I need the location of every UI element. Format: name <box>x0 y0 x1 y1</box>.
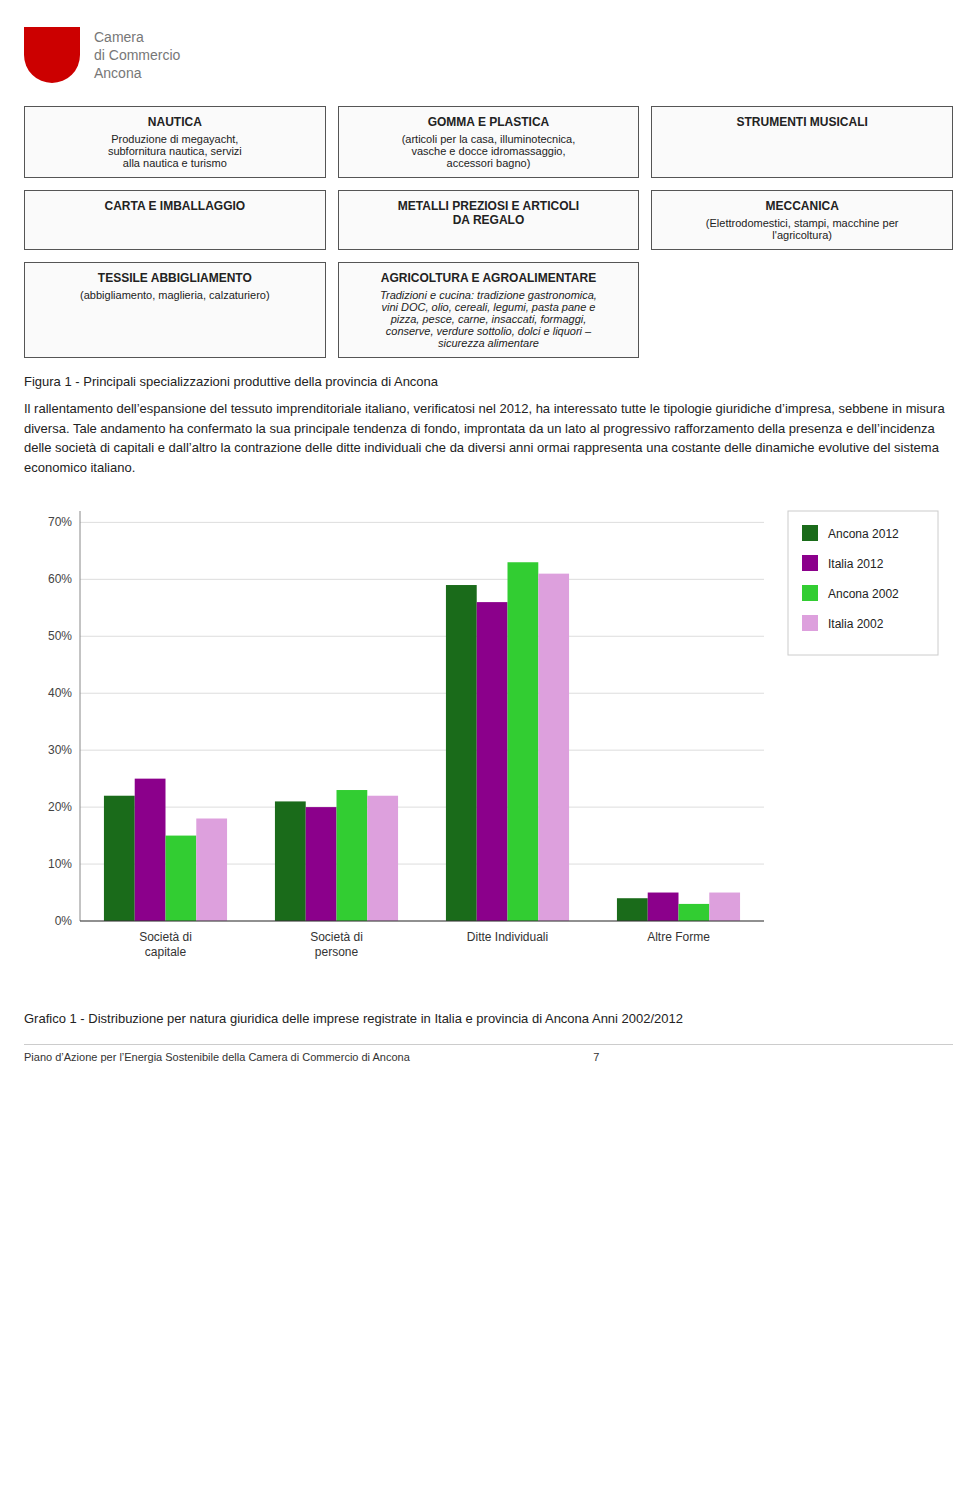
x-tick-label: Altre Forme <box>647 930 710 944</box>
header: Camera di Commercio Ancona <box>24 18 953 92</box>
sector-description: Tradizioni e cucina: tradizione gastrono… <box>349 289 629 349</box>
x-tick-label-line: persone <box>315 945 359 959</box>
bar <box>367 796 398 921</box>
bar <box>709 893 740 921</box>
x-tick-label: Ditte Individuali <box>467 930 548 944</box>
x-tick-label-line: Società di <box>310 930 363 944</box>
sector-description: (Elettrodomestici, stampi, macchine per … <box>662 217 942 241</box>
sector-title: METALLI PREZIOSI E ARTICOLI DA REGALO <box>349 199 629 227</box>
legend-label: Italia 2012 <box>828 557 884 571</box>
sector-box: STRUMENTI MUSICALI <box>651 106 953 178</box>
y-tick-label: 40% <box>48 686 72 700</box>
bar <box>135 779 166 921</box>
y-tick-label: 50% <box>48 629 72 643</box>
bar <box>648 893 679 921</box>
legend-swatch <box>802 615 818 631</box>
bar <box>679 904 710 921</box>
sector-box: TESSILE ABBIGLIAMENTO (abbigliamento, mag… <box>24 262 326 358</box>
bar <box>306 807 337 921</box>
sector-description: (articoli per la casa, illuminotecnica, … <box>349 133 629 169</box>
figure-caption: Figura 1 - Principali specializzazioni p… <box>24 374 953 389</box>
header-text: Camera di Commercio Ancona <box>94 28 180 83</box>
bar <box>446 585 477 921</box>
y-tick-label: 10% <box>48 857 72 871</box>
chart-svg: 0%10%20%30%40%50%60%70%Società dicapital… <box>24 491 953 991</box>
legend: Ancona 2012 Italia 2012 Ancona 2002 Italia … <box>788 511 938 655</box>
bar <box>275 801 306 921</box>
x-tick-label-line: capitale <box>145 945 187 959</box>
sector-title: GOMMA E PLASTICA <box>349 115 629 129</box>
grid-line <box>80 636 764 637</box>
bars <box>104 562 740 921</box>
legend-frame <box>788 511 938 655</box>
sector-boxes: NAUTICA Produzione di megayacht, subforni… <box>24 106 953 358</box>
bar <box>104 796 135 921</box>
legend-label: Ancona 2012 <box>828 527 899 541</box>
grid-line <box>80 522 764 523</box>
chart: 0%10%20%30%40%50%60%70%Società dicapital… <box>24 491 953 995</box>
legend-swatch <box>802 585 818 601</box>
sector-box: CARTA E IMBALLAGGIO <box>24 190 326 250</box>
y-tick-label: 30% <box>48 743 72 757</box>
logo <box>24 27 80 83</box>
y-tick-label: 20% <box>48 800 72 814</box>
grid-line <box>80 807 764 808</box>
bar <box>337 790 368 921</box>
grid-line <box>80 750 764 751</box>
y-tick-label: 70% <box>48 515 72 529</box>
bar <box>538 574 569 921</box>
bar <box>508 562 539 921</box>
bar <box>617 898 648 921</box>
sector-description: (abbigliamento, maglieria, calzaturiero) <box>35 289 315 301</box>
sector-title: STRUMENTI MUSICALI <box>662 115 942 129</box>
sector-box: AGRICOLTURA E AGROALIMENTARE Tradizioni e… <box>338 262 640 358</box>
y-tick-label: 60% <box>48 572 72 586</box>
grid-line <box>80 579 764 580</box>
x-tick-label: Società dipersone <box>310 930 363 959</box>
footer: Piano d’Azione per l’Energia Sostenibile… <box>24 1044 953 1063</box>
legend-label: Italia 2002 <box>828 617 884 631</box>
sector-box: GOMMA E PLASTICA (articoli per la casa, i… <box>338 106 640 178</box>
legend-swatch <box>802 525 818 541</box>
y-tick-label: 0% <box>55 914 73 928</box>
bar <box>477 602 508 921</box>
graph-caption: Grafico 1 - Distribuzione per natura giu… <box>24 1011 953 1026</box>
sector-box: METALLI PREZIOSI E ARTICOLI DA REGALO <box>338 190 640 250</box>
legend-label: Ancona 2002 <box>828 587 899 601</box>
sector-description: Produzione di megayacht, subfornitura na… <box>35 133 315 169</box>
bar <box>196 819 227 922</box>
sector-title: MECCANICA <box>662 199 942 213</box>
sector-box: MECCANICA (Elettrodomestici, stampi, macc… <box>651 190 953 250</box>
grid-line <box>80 693 764 694</box>
grid-line <box>80 921 764 922</box>
sector-title: TESSILE ABBIGLIAMENTO <box>35 271 315 285</box>
x-axis-line <box>80 921 764 922</box>
sector-box: NAUTICA Produzione di megayacht, subforni… <box>24 106 326 178</box>
sector-title: AGRICOLTURA E AGROALIMENTARE <box>349 271 629 285</box>
legend-swatch <box>802 555 818 571</box>
bar <box>166 836 197 921</box>
x-tick-label-line: Società di <box>139 930 192 944</box>
x-tick-label-line: Altre Forme <box>647 930 710 944</box>
sector-title: NAUTICA <box>35 115 315 129</box>
x-tick-label-line: Ditte Individuali <box>467 930 548 944</box>
grid <box>80 522 764 921</box>
x-tick-label: Società dicapitale <box>139 930 192 959</box>
sector-title: CARTA E IMBALLAGGIO <box>35 199 315 213</box>
body-text: Il rallentamento dell’espansione del tes… <box>24 399 953 477</box>
y-axis-line <box>80 511 81 921</box>
